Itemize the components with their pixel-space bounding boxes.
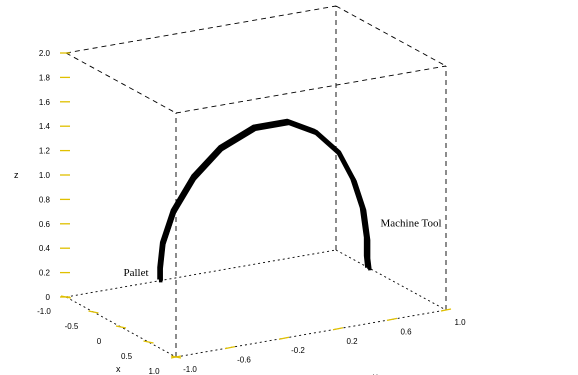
x-tick-label: -1.0 (37, 307, 51, 316)
y-tick-label: 0.6 (400, 327, 412, 336)
y-tick-label: 1.0 (454, 318, 466, 327)
box-edge (335, 249, 447, 311)
z-tick-label: 2.0 (39, 49, 51, 58)
y-tick-label: -1.0 (183, 365, 197, 374)
box-edge (335, 5, 447, 67)
z-tick-label: 0.4 (39, 244, 51, 253)
y-tick-mark (278, 336, 290, 340)
z-tick-label: 0.8 (39, 195, 51, 204)
y-tick-mark (440, 308, 452, 312)
annotation-label: Machine Tool (381, 218, 442, 230)
box-edge (175, 309, 447, 358)
z-tick-label: 1.6 (39, 98, 51, 107)
axis-labels: x y z (14, 170, 378, 375)
z-axis-label: z (14, 170, 19, 180)
x-tick-label: 0.5 (121, 352, 133, 361)
y-tick-mark (224, 345, 236, 350)
x-axis-label: x (116, 364, 121, 374)
box-edge (65, 296, 177, 358)
axis-box (65, 5, 447, 358)
axis-ticks: 0 0.2 0.4 0.6 0.8 1.0 1.2 1.4 1.6 1.8 2.0 -1.0 -0.5 0… (37, 49, 466, 375)
box-edge (65, 249, 337, 298)
x-tick-label: -0.5 (65, 322, 79, 331)
x-tick-label: 1.0 (148, 367, 160, 375)
box-edge (175, 65, 447, 114)
z-tick-label: 1.4 (39, 122, 51, 131)
series-line-3 (158, 121, 372, 283)
y-tick-label: -0.2 (291, 346, 305, 355)
z-tick-label: 0.2 (39, 269, 51, 278)
z-tick-label: 1.8 (39, 73, 51, 82)
annotation-label: Pallet (124, 267, 149, 279)
z-tick-label: 1.0 (39, 171, 51, 180)
y-tick-mark (170, 355, 182, 359)
x-tick-mark (143, 340, 154, 344)
z-tick-label: 1.2 (39, 147, 51, 156)
x-tick-mark (60, 295, 72, 299)
y-tick-label: -0.6 (237, 356, 251, 365)
x-tick-mark (88, 310, 99, 314)
y-axis-label: y (373, 372, 378, 375)
annotations: Pallet Machine Tool (124, 218, 442, 279)
box-edge (65, 5, 337, 54)
y-tick-label: 0.2 (346, 337, 358, 346)
z-tick-label: 0.6 (39, 220, 51, 229)
x-tick-mark (115, 325, 127, 329)
series-line-2 (159, 119, 371, 281)
box-edge (65, 52, 177, 114)
y-tick-mark (386, 317, 398, 322)
data-series (157, 118, 372, 283)
x-tick-label: 0 (97, 337, 102, 346)
y-tick-mark (332, 327, 344, 331)
z-tick-label: 0 (46, 293, 51, 302)
